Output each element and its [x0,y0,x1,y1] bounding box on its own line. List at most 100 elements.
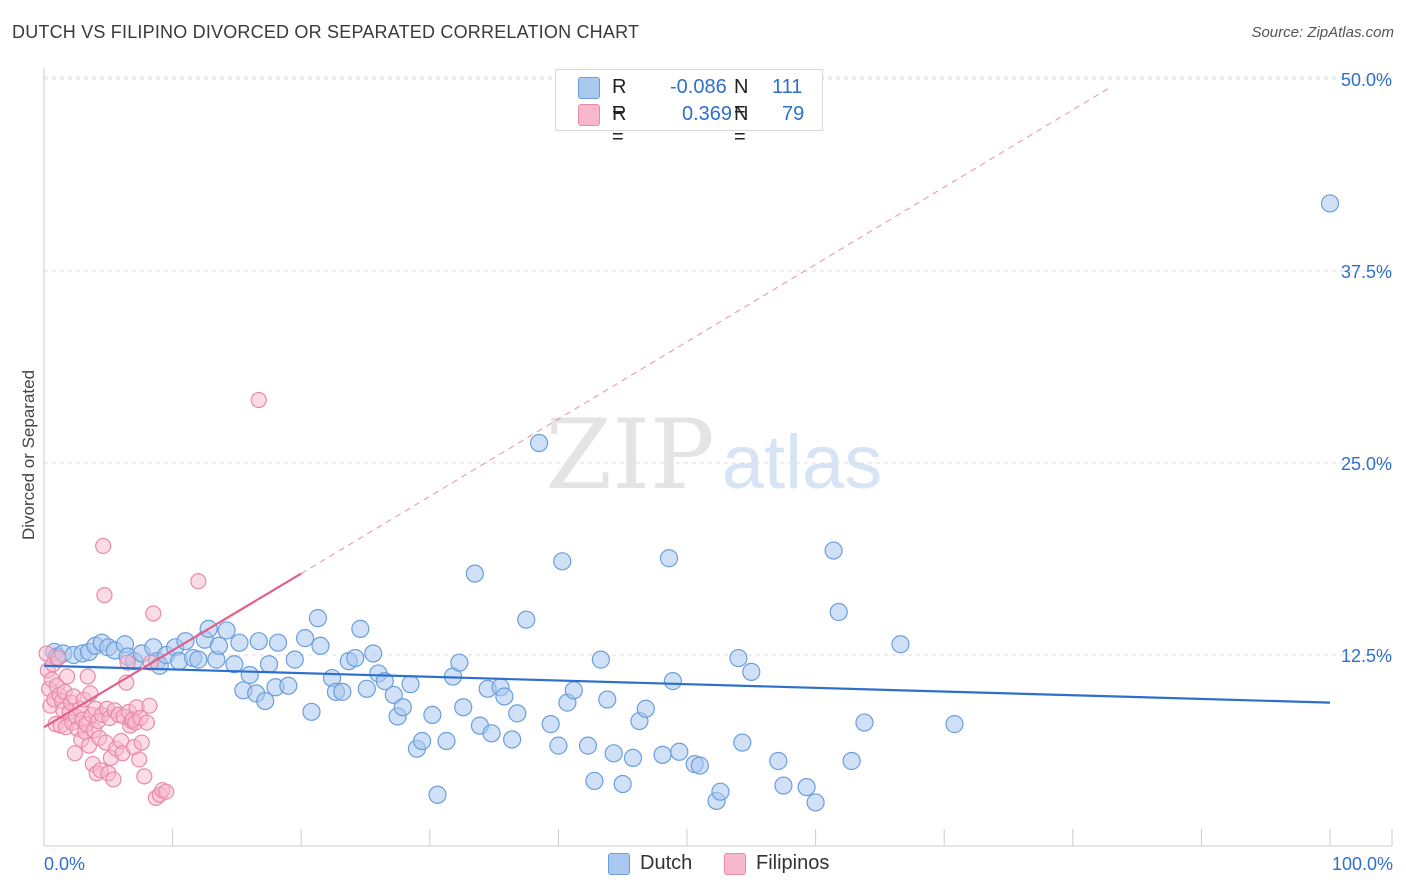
label-layer: 12.5% 25.0% 37.5% 50.0% 0.0% 100.0% [44,70,1393,874]
dutch-point [711,782,730,801]
dutch-point [225,655,244,674]
dutch-point [268,633,288,652]
dutch-point [824,541,843,560]
dutch-point [591,650,610,669]
dutch-point [240,665,259,685]
filipino-point [190,573,207,590]
grid-layer [44,76,1392,656]
correlation-legend: R = -0.086 N = 111 R = 0.369 N = 79 [555,69,823,148]
dutch-point [623,748,643,768]
watermark-atlas: atlas [722,420,883,505]
dutch-point [578,736,598,755]
dutch-point [659,549,679,568]
dutch-point [482,724,501,743]
filipino-trend-extension [300,86,1112,575]
dutch-point [285,650,304,669]
filipino-point [66,745,83,762]
legend-label: Dutch [640,852,693,874]
dutch-point [598,690,617,709]
x-tick-label: 0.0% [44,854,85,874]
filipino-trend-line [43,572,302,729]
filipinos-swatch-icon [724,853,746,875]
dutch-trend-line [43,664,1331,704]
filipinos-swatch-icon [578,104,600,126]
filipino-point [95,537,112,555]
legend-n-value: 111 [772,76,803,98]
dutch-point [690,756,709,775]
dutch-point [530,433,549,453]
dutch-point [364,644,383,663]
dutch-point [189,650,208,669]
dutch-point [450,653,469,672]
dutch-point [495,687,514,706]
dutch-point [384,685,403,705]
dutch-point [855,713,874,732]
filipino-point [79,668,96,685]
dutch-point [465,564,484,583]
dutch-point [604,744,623,763]
dutch-point [541,715,560,734]
dutch-point [279,676,298,695]
y-tick-label: 25.0% [1341,454,1392,474]
dutch-point [945,715,964,734]
legend-label: Filipinos [756,852,830,874]
dutch-point [401,675,420,694]
legend-r-label: R = [612,76,627,121]
trend-layer [43,86,1331,729]
filipino-point [131,751,148,768]
dutch-point [295,629,315,648]
dutch-point [256,691,275,711]
dutch-point [259,655,279,674]
dutch-point [412,731,432,751]
legend-n-value: 79 [782,103,805,125]
dutch-point [311,636,330,655]
dutch-point [585,771,604,791]
dutch-point [346,648,365,668]
filipino-point [141,697,158,714]
dutch-point [217,621,236,640]
dutch-point [829,602,848,622]
y-tick-label: 37.5% [1341,262,1392,282]
dutch-point [774,776,793,795]
points-layer [38,194,1340,812]
dutch-point [1320,194,1340,213]
dutch-point [423,705,442,725]
watermark-zip: ZIP [545,399,714,511]
dutch-point [357,679,376,698]
source-label: Source: ZipAtlas.com [1251,24,1394,41]
dutch-point [308,609,328,628]
dutch-swatch-icon [578,77,600,99]
dutch-point [333,682,352,701]
dutch-point [742,662,761,681]
filipino-point [96,586,113,604]
legend-r-value: -0.086 [670,76,727,98]
dutch-point [797,777,816,797]
legend-r-label: R = [612,103,627,148]
filipino-point [133,734,150,751]
dutch-point [428,785,447,804]
y-axis-title: Divorced or Separated [19,370,38,540]
dutch-point [209,636,228,655]
dutch-point [729,648,748,668]
dutch-point [663,672,682,691]
dutch-point [891,635,910,654]
filipino-point [105,771,122,788]
filipino-point [119,654,136,671]
dutch-point [564,681,583,700]
y-tick-label: 50.0% [1341,70,1392,90]
chart-title: DUTCH VS FILIPINO DIVORCED OR SEPARATED … [12,22,640,42]
legend-r-value: 0.369 [682,103,733,125]
dutch-point [508,704,527,723]
dutch-point [302,702,321,721]
legend-n-label: N = [734,76,749,121]
filipino-point [50,649,67,667]
dutch-point [351,619,370,638]
legend-n-label: N = [734,103,749,148]
dutch-point [769,751,788,771]
dutch-point [613,774,632,794]
filipino-point [138,714,155,731]
filipino-point [136,768,153,785]
dutch-swatch-icon [608,853,630,875]
filipino-point [145,605,162,622]
